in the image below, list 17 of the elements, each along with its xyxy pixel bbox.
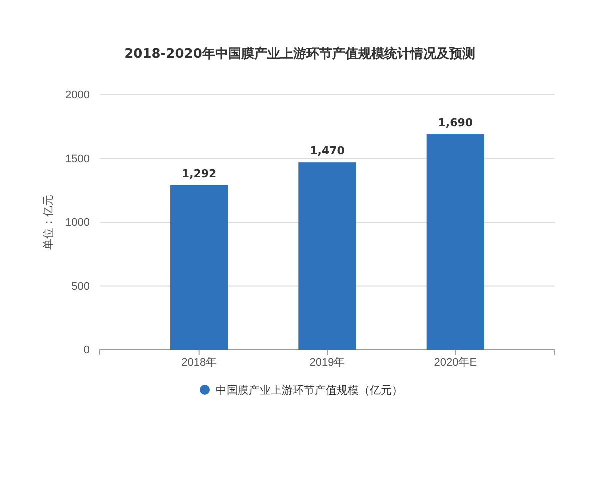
bar <box>426 134 485 350</box>
y-axis-title: 单位：亿元 <box>42 195 55 250</box>
y-tick-label: 1500 <box>66 153 90 166</box>
y-tick-label: 1000 <box>66 217 90 230</box>
chart-title: 2018-2020年中国膜产业上游环节产值规模统计情况及预测 <box>124 46 476 62</box>
bar <box>170 185 228 350</box>
y-tick-label: 500 <box>72 280 90 293</box>
text: 1,470 <box>310 144 345 158</box>
x-tick-label: 2018年 <box>182 356 218 369</box>
text: 1,690 <box>438 116 474 130</box>
x-tick-label: 2020年E <box>434 356 478 369</box>
y-tick-label: 2000 <box>66 90 90 102</box>
x-tick-label: 2019年 <box>310 356 346 369</box>
text: 1,292 <box>182 167 217 180</box>
y-tick-label: 0 <box>84 344 90 357</box>
bar <box>298 162 356 350</box>
legend-label: 中国膜产业上游环节产值规模（亿元） <box>216 384 403 397</box>
